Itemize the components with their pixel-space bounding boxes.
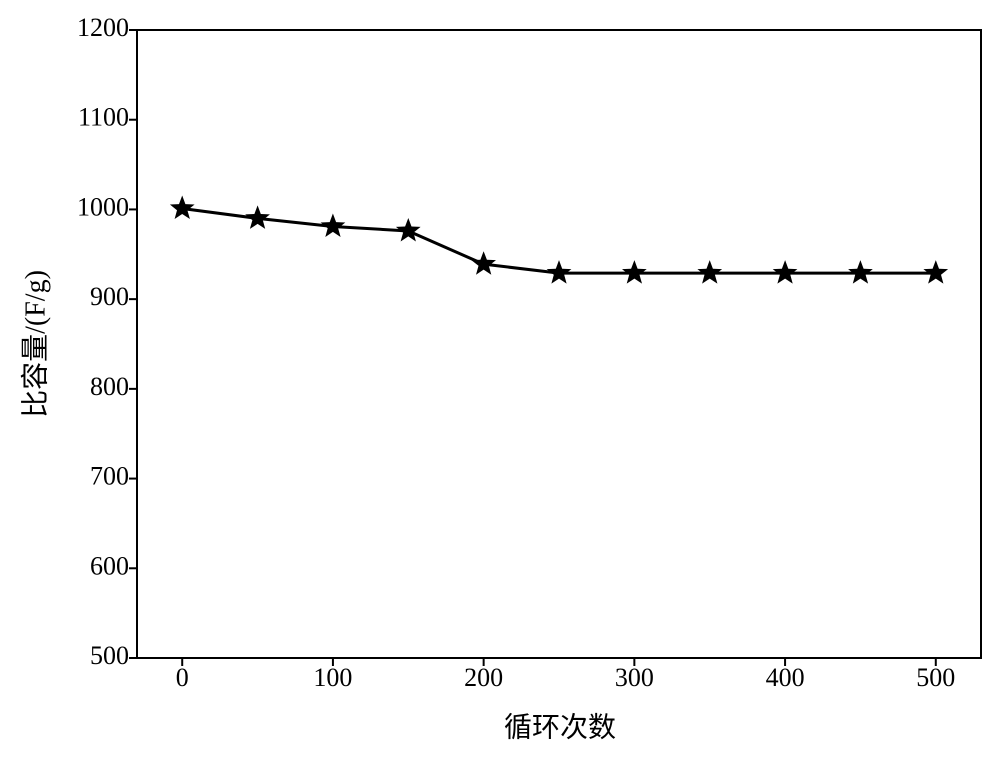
x-tick-label: 300 xyxy=(615,663,654,692)
y-tick-label: 1000 xyxy=(77,192,129,221)
plot-frame xyxy=(136,29,982,659)
marker xyxy=(471,251,496,275)
marker xyxy=(546,260,572,284)
y-tick-label: 1200 xyxy=(77,13,129,42)
x-tick-label: 400 xyxy=(766,663,805,692)
y-tick-label: 800 xyxy=(90,372,129,401)
x-tick-label: 100 xyxy=(313,663,352,692)
y-tick-label: 1100 xyxy=(78,103,129,132)
x-tick-label: 0 xyxy=(176,663,189,692)
marker xyxy=(169,195,195,219)
marker xyxy=(772,260,798,284)
marker xyxy=(245,205,270,229)
marker xyxy=(697,260,723,284)
y-tick-label: 900 xyxy=(90,282,129,311)
marker xyxy=(622,260,647,284)
y-tick-label: 700 xyxy=(90,462,129,491)
marker xyxy=(320,213,346,237)
y-tick-label: 500 xyxy=(90,641,129,670)
marker xyxy=(923,260,949,284)
marker xyxy=(848,260,873,284)
x-axis-title: 循环次数 xyxy=(504,711,616,743)
x-tick-label: 200 xyxy=(464,663,503,692)
y-tick-label: 600 xyxy=(90,551,129,580)
x-tick-label: 500 xyxy=(916,663,955,692)
y-axis-title: 比容量/(F/g) xyxy=(19,270,51,418)
marker xyxy=(395,218,421,242)
